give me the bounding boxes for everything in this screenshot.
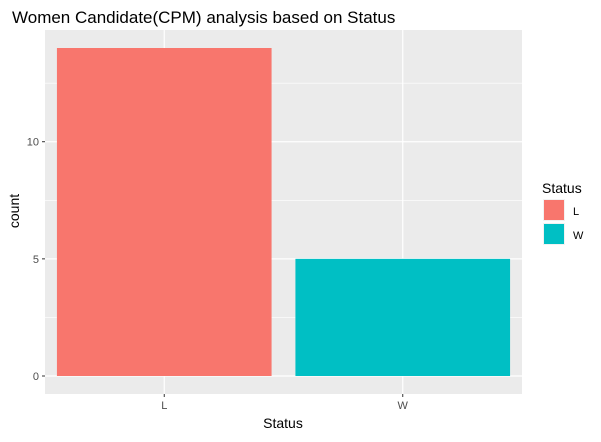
y-tick-label: 5: [33, 254, 39, 266]
legend-label: W: [573, 230, 584, 242]
legend-items: LW: [543, 199, 584, 245]
x-axis-title: Status: [263, 415, 303, 431]
legend-title: Status: [542, 180, 582, 196]
legend-swatch-W: [544, 224, 564, 244]
y-axis-title: count: [6, 194, 22, 228]
chart-title: Women Candidate(CPM) analysis based on S…: [12, 8, 395, 27]
y-axis-ticks: 0 5 10: [27, 137, 45, 383]
bars: [56, 48, 511, 376]
legend: Status LW: [542, 180, 584, 245]
legend-label: L: [573, 206, 579, 218]
bar-L: [56, 48, 272, 376]
legend-swatch-L: [544, 200, 564, 220]
y-tick-label: 0: [33, 371, 39, 383]
y-tick-label: 10: [27, 137, 39, 149]
x-tick-label: L: [161, 400, 167, 412]
x-tick-label: W: [398, 400, 409, 412]
bar-W: [295, 258, 511, 376]
